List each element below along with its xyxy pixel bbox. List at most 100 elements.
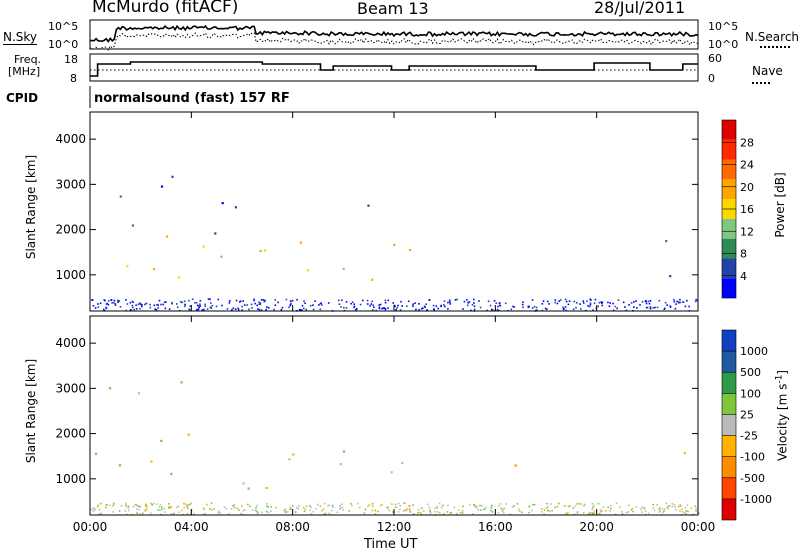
power-ground-cell (589, 302, 592, 304)
velocity-ground-cell (436, 511, 439, 513)
velocity-ground-cell (422, 510, 425, 512)
power-ground-cell (196, 308, 198, 311)
power-ground-cell (126, 303, 129, 305)
power-ground-cell (107, 300, 110, 302)
velocity-ground-cell (339, 507, 342, 509)
power-ground-cell (497, 305, 499, 308)
power-ground-cell (171, 302, 174, 305)
velocity-ground-cell (374, 513, 377, 515)
velocity-ground-cell (575, 503, 578, 505)
velocity-ground-cell (683, 512, 686, 514)
velocity-ground-cell (125, 505, 127, 508)
power-ground-cell (264, 299, 266, 302)
velocity-ground-cell (687, 510, 689, 513)
power-ground-cell (289, 300, 292, 302)
velocity-ground-cell (671, 502, 673, 505)
velocity-ground-cell (105, 506, 107, 509)
power-cell (367, 204, 370, 207)
power-ground-cell (593, 302, 596, 305)
power-ground-cell (99, 302, 102, 305)
power-ground-cell (433, 308, 435, 310)
velocity-ground-cell (371, 509, 374, 512)
velocity-ground-cell (367, 505, 369, 508)
power-ground-cell (576, 302, 578, 304)
velocity-ground-cell (290, 508, 292, 511)
velocity-ground-cell (671, 505, 674, 508)
station-title: McMurdo (fitACF) (92, 0, 239, 17)
cpid-label: CPID (6, 91, 39, 105)
velocity-colorbar-tick-label: -1000 (740, 493, 772, 506)
velocity-ground-cell (409, 510, 411, 513)
power-ground-cell (394, 305, 396, 308)
power-ground-cell (210, 302, 212, 304)
power-colorbar-swatch (722, 218, 736, 239)
velocity-ground-cell (580, 503, 583, 505)
power-patch (299, 241, 310, 272)
power-ground-cell (263, 300, 266, 303)
velocity-ground-cell (286, 511, 289, 513)
power-ground-cell (156, 304, 158, 306)
velocity-cell (247, 487, 250, 490)
power-ground-cell (510, 308, 513, 311)
power-ground-cell (407, 300, 410, 303)
power-cell (669, 275, 672, 278)
velocity-ground-cell (644, 513, 647, 516)
velocity-ground-cell (429, 510, 432, 513)
velocity-ground-cell (357, 502, 359, 505)
velocity-ground-cell (265, 510, 268, 513)
power-ground-cell (195, 301, 198, 304)
power-ground-cell (92, 305, 95, 307)
power-ground-cell (399, 309, 402, 311)
velocity-colorbar-tick-label: -100 (740, 451, 765, 464)
velocity-ground-cell (112, 502, 115, 505)
power-ground-cell (91, 299, 94, 301)
velocity-ground-cell (144, 510, 146, 512)
velocity-ground-cell (482, 508, 485, 511)
velocity-colorbar-tick-label: 1000 (740, 345, 768, 358)
velocity-ground-cell (472, 513, 474, 515)
velocity-ground-cell (498, 504, 500, 507)
power-ground-cell (572, 308, 575, 311)
power-ground-cell (669, 306, 672, 308)
power-ground-cell (260, 309, 263, 311)
velocity-ground-cell (136, 504, 139, 507)
velocity-ground-cell (255, 507, 257, 509)
power-ground-cell (366, 299, 369, 302)
power-ground-cell (305, 308, 307, 311)
power-ground-cell (548, 303, 550, 305)
velocity-ground-cell (247, 503, 249, 506)
power-ground-cell (144, 303, 146, 306)
velocity-ground-cell (609, 507, 612, 510)
velocity-ground-cell (136, 508, 138, 511)
power-ground-cell (131, 300, 134, 303)
velocity-ground-cell (304, 508, 307, 510)
power-ground-cell (158, 299, 161, 302)
power-ground-cell (443, 304, 445, 306)
velocity-patch (108, 381, 190, 436)
velocity-ground-cell (284, 508, 287, 511)
velocity-ground-cell (520, 511, 523, 514)
velocity-cell (342, 450, 346, 453)
power-ground-cell (258, 301, 260, 303)
power-ground-cell (117, 301, 119, 303)
velocity-ytick-label: 3000 (55, 381, 86, 395)
velocity-ground-cell (112, 511, 114, 513)
power-ground-cell (428, 299, 431, 301)
velocity-ground-cell (481, 504, 483, 507)
velocity-ground-cell (607, 506, 609, 509)
power-ground-cell (556, 302, 559, 305)
power-ground-cell (369, 304, 371, 307)
velocity-ground-cell (449, 512, 452, 514)
power-ground-cell (609, 302, 611, 304)
power-ground-cell (630, 302, 633, 304)
velocity-ground-cell (100, 512, 102, 515)
power-colorbar-tick-label: 16 (740, 203, 754, 216)
velocity-ground-cell (387, 507, 389, 509)
velocity-ground-cell (336, 511, 339, 514)
power-ground-cell (191, 298, 194, 300)
velocity-ground-cell (93, 507, 95, 509)
power-ground-cell (656, 306, 659, 309)
x-axis-title: Time UT (364, 537, 418, 552)
power-ground-cell (243, 304, 246, 306)
velocity-ground-cell (112, 503, 115, 505)
